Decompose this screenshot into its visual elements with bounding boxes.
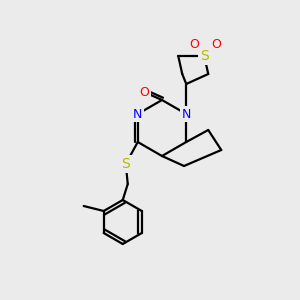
Text: N: N bbox=[182, 107, 191, 121]
Text: S: S bbox=[200, 49, 208, 63]
Text: S: S bbox=[122, 157, 130, 171]
Text: O: O bbox=[189, 38, 199, 50]
Text: O: O bbox=[211, 38, 221, 50]
Text: O: O bbox=[139, 85, 149, 98]
Text: N: N bbox=[133, 107, 142, 121]
